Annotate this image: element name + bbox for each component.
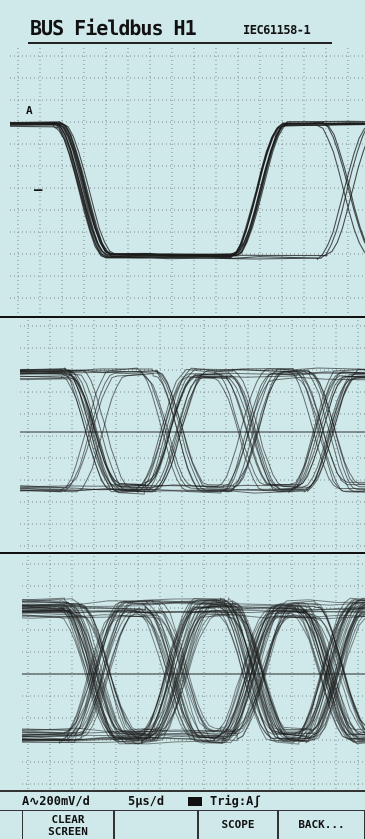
waveform-trace xyxy=(10,123,365,255)
waveform-plot-2 xyxy=(20,320,365,550)
waveform-trace xyxy=(10,121,365,256)
waveform-trace xyxy=(10,122,365,258)
waveform-trace xyxy=(10,123,365,256)
panel-divider-1 xyxy=(0,316,365,318)
waveform-trace xyxy=(10,124,365,256)
back-button-label: BACK... xyxy=(279,819,364,831)
standard-label: IEC61158-1 xyxy=(243,23,310,37)
trace-group-2 xyxy=(20,368,365,494)
page-title: BUS Fieldbus H1 xyxy=(30,16,196,40)
waveform-trace xyxy=(10,123,365,259)
blank-softkey[interactable] xyxy=(114,811,198,839)
back-button[interactable]: BACK... xyxy=(278,811,365,839)
clear-screen-button[interactable]: CLEAR SCREEN xyxy=(22,811,114,839)
run-indicator-icon xyxy=(188,797,202,806)
waveform-trace xyxy=(10,122,365,255)
waveform-trace xyxy=(10,123,365,255)
channel-scale-readout: A∿200mV/d xyxy=(22,794,90,808)
softkey-bar: CLEAR SCREEN SCOPE BACK... xyxy=(0,810,365,839)
scope-button[interactable]: SCOPE xyxy=(198,811,278,839)
title-underline xyxy=(28,42,332,44)
grid xyxy=(22,556,365,790)
waveform-trace xyxy=(10,123,365,256)
timebase-readout: 5µs/d xyxy=(128,794,164,808)
trace-group-1 xyxy=(10,121,365,259)
trigger-readout: Trig:Aʃ xyxy=(210,794,261,808)
panel-divider-2 xyxy=(0,552,365,554)
waveform-panel-1: A – xyxy=(10,48,365,316)
grid xyxy=(10,48,365,316)
waveform-trace xyxy=(10,125,365,259)
waveform-trace xyxy=(20,369,365,489)
waveform-panel-2 xyxy=(20,320,365,550)
title-bar: BUS Fieldbus H1 IEC61158-1 xyxy=(0,0,365,44)
waveform-plot-1: A– xyxy=(10,48,365,316)
waveform-trace xyxy=(10,123,365,257)
channel-a-marker: A xyxy=(26,104,33,117)
status-bar: A∿200mV/d 5µs/d Trig:Aʃ xyxy=(0,790,365,811)
waveform-trace xyxy=(10,124,365,255)
ground-level-marker: – xyxy=(34,182,43,198)
waveform-trace xyxy=(10,125,365,257)
waveform-panel-3 xyxy=(22,556,365,790)
scope-button-label: SCOPE xyxy=(199,819,277,831)
waveform-trace xyxy=(10,123,365,257)
clear-screen-label-line2: SCREEN xyxy=(23,826,113,838)
waveform-plot-3 xyxy=(22,556,365,790)
trace-group-3 xyxy=(22,598,365,744)
